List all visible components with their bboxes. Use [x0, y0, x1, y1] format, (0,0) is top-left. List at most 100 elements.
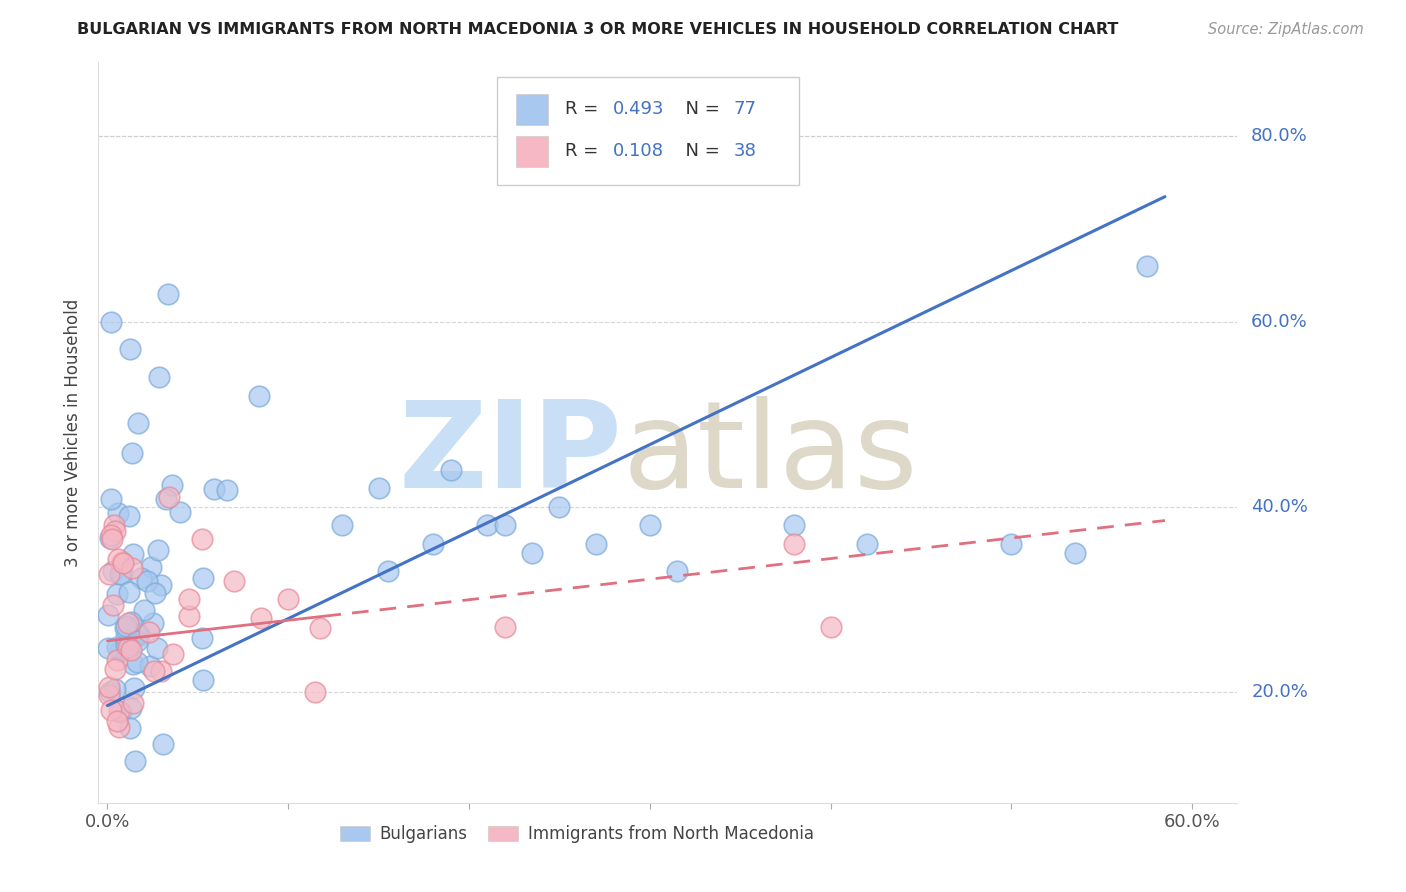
- Point: [111, 556, 134, 570]
- Point: [855, 536, 877, 550]
- Point: [107, 653, 129, 667]
- Point: [1000, 536, 1022, 550]
- Point: [118, 508, 141, 523]
- Y-axis label: 3 or more Vehicles in Household: 3 or more Vehicles in Household: [63, 299, 82, 566]
- Point: [118, 721, 141, 735]
- Point: [108, 704, 131, 718]
- Legend: Bulgarians, Immigrants from North Macedonia: Bulgarians, Immigrants from North Macedo…: [333, 819, 821, 850]
- Text: 38: 38: [734, 143, 756, 161]
- Point: [191, 571, 214, 585]
- Point: [103, 518, 125, 533]
- Point: [146, 542, 169, 557]
- Point: [120, 343, 142, 357]
- Point: [115, 619, 138, 633]
- Text: Source: ZipAtlas.com: Source: ZipAtlas.com: [1208, 22, 1364, 37]
- Point: [169, 505, 191, 519]
- Text: 77: 77: [734, 100, 756, 118]
- Point: [120, 701, 142, 715]
- Bar: [516, 94, 548, 125]
- Point: [783, 536, 806, 550]
- Point: [1136, 259, 1159, 273]
- Point: [247, 389, 270, 403]
- Point: [522, 546, 544, 560]
- Point: [162, 648, 184, 662]
- Point: [377, 565, 399, 579]
- Point: [108, 644, 131, 658]
- Point: [100, 703, 122, 717]
- Point: [309, 621, 332, 635]
- Point: [117, 640, 139, 654]
- Text: R =: R =: [565, 143, 605, 161]
- Point: [115, 643, 138, 657]
- Point: [222, 574, 245, 588]
- Text: atlas: atlas: [623, 396, 918, 513]
- Point: [367, 481, 389, 495]
- Point: [108, 720, 131, 734]
- Point: [190, 631, 212, 645]
- Point: [100, 314, 122, 328]
- Text: 40.0%: 40.0%: [1251, 498, 1308, 516]
- Point: [103, 598, 125, 612]
- Point: [110, 705, 132, 719]
- Text: 0.493: 0.493: [613, 100, 665, 118]
- Text: BULGARIAN VS IMMIGRANTS FROM NORTH MACEDONIA 3 OR MORE VEHICLES IN HOUSEHOLD COR: BULGARIAN VS IMMIGRANTS FROM NORTH MACED…: [77, 22, 1119, 37]
- Point: [139, 659, 162, 673]
- Point: [98, 685, 121, 699]
- Text: ZIP: ZIP: [398, 396, 623, 513]
- Point: [585, 536, 607, 550]
- Point: [155, 491, 177, 506]
- Text: N =: N =: [673, 100, 725, 118]
- Point: [124, 620, 146, 634]
- Point: [121, 446, 143, 460]
- Bar: [516, 136, 548, 167]
- Point: [114, 621, 136, 635]
- Point: [97, 640, 120, 655]
- Point: [107, 552, 129, 566]
- Point: [332, 518, 354, 533]
- Point: [191, 673, 214, 688]
- Point: [105, 587, 128, 601]
- Point: [129, 571, 152, 585]
- Point: [494, 518, 516, 533]
- Point: [100, 491, 122, 506]
- Point: [665, 565, 688, 579]
- Point: [98, 680, 121, 694]
- Point: [100, 531, 122, 545]
- Point: [136, 574, 159, 588]
- Point: [117, 615, 139, 630]
- Point: [115, 630, 138, 644]
- Point: [120, 615, 142, 629]
- Point: [145, 641, 167, 656]
- Point: [125, 655, 148, 669]
- Point: [107, 506, 129, 520]
- Point: [820, 620, 842, 634]
- Point: [548, 500, 571, 514]
- Point: [277, 592, 299, 607]
- Point: [101, 533, 124, 547]
- Point: [191, 532, 214, 546]
- Text: 20.0%: 20.0%: [1251, 682, 1308, 701]
- Point: [422, 536, 444, 550]
- Point: [124, 754, 146, 768]
- Point: [475, 518, 498, 533]
- Point: [122, 657, 145, 672]
- Text: 0.108: 0.108: [613, 143, 664, 161]
- Point: [157, 491, 180, 505]
- Point: [100, 528, 122, 542]
- Point: [215, 483, 238, 497]
- Point: [104, 681, 127, 696]
- Point: [120, 642, 142, 657]
- Point: [121, 547, 143, 561]
- Point: [97, 567, 120, 582]
- Point: [96, 608, 118, 623]
- Point: [638, 518, 661, 533]
- Point: [125, 633, 148, 648]
- Point: [177, 592, 200, 607]
- Text: R =: R =: [565, 100, 605, 118]
- Point: [494, 620, 516, 634]
- Point: [110, 566, 132, 581]
- Point: [783, 518, 806, 533]
- FancyBboxPatch shape: [498, 78, 799, 185]
- Point: [304, 685, 326, 699]
- Text: N =: N =: [673, 143, 725, 161]
